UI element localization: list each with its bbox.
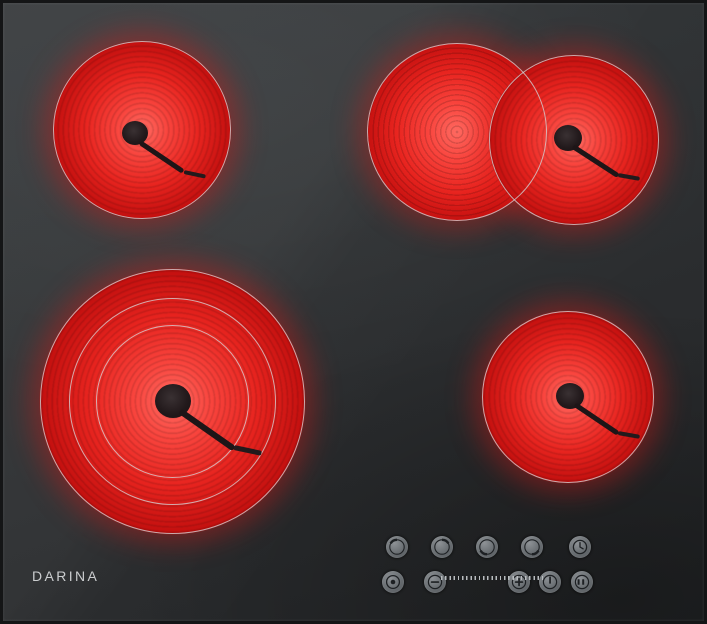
zone-key-rear-right[interactable]: [431, 536, 453, 558]
clock-icon: [572, 539, 588, 555]
zone-key-front-right[interactable]: [521, 536, 543, 558]
key-lock-icon: [385, 574, 401, 590]
timer-key[interactable]: [569, 536, 591, 558]
zone-front-right-glow: [482, 311, 654, 483]
burner-rear-right-icon: [434, 538, 450, 555]
power-level-slider[interactable]: [441, 572, 545, 584]
brand-logo: DARINA: [32, 568, 100, 584]
power-level-slider-scale: [441, 576, 545, 580]
burner-front-left-icon: [479, 539, 495, 556]
lock-key[interactable]: [382, 571, 404, 593]
minus-icon: [427, 574, 443, 590]
decrease-key[interactable]: [424, 571, 446, 593]
pause-key[interactable]: [571, 571, 593, 593]
power-icon: [542, 574, 558, 590]
zone-front-left-glow: [40, 269, 305, 534]
burner-rear-left-icon: [389, 538, 405, 555]
control-panel[interactable]: [369, 523, 594, 603]
zone-key-front-left[interactable]: [476, 536, 498, 558]
zone-key-rear-left[interactable]: [386, 536, 408, 558]
zone-rear-left-glow: [53, 41, 231, 219]
pause-stop-icon: [574, 574, 590, 590]
burner-front-right-icon: [524, 539, 540, 556]
